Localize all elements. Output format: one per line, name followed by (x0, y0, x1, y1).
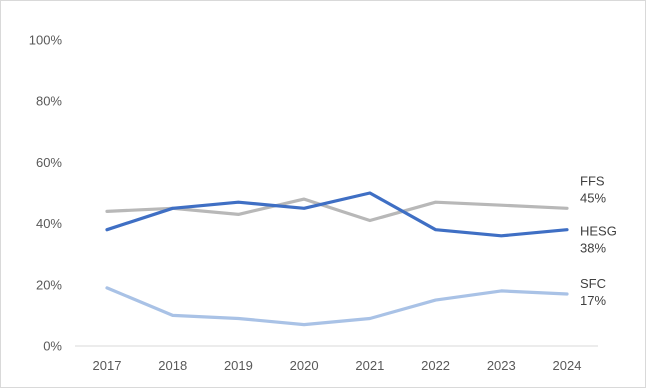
series-name-label-hesg: HESG (580, 224, 617, 239)
x-tick-label: 2024 (553, 358, 582, 373)
y-tick-label: 20% (36, 277, 62, 292)
x-tick-label: 2017 (93, 358, 122, 373)
chart-series (105, 191, 569, 327)
y-tick-label: 40% (36, 216, 62, 231)
x-tick-label: 2021 (355, 358, 384, 373)
y-tick-label: 60% (36, 155, 62, 170)
y-tick-label: 80% (36, 94, 62, 109)
series-line-sfc (105, 286, 569, 327)
series-line-ffs (105, 197, 569, 223)
x-tick-label: 2020 (290, 358, 319, 373)
series-end-labels: FFS 45% HESG 38% SFC 17% (580, 173, 617, 308)
x-tick-label: 2019 (224, 358, 253, 373)
x-tick-label: 2023 (487, 358, 516, 373)
series-name-label-sfc: SFC (580, 276, 606, 291)
series-value-label-sfc: 17% (580, 293, 606, 308)
series-name-label-ffs: FFS (580, 173, 605, 188)
series-value-label-ffs: 45% (580, 190, 606, 205)
chart-axes: 0% 20% 40% 60% 80% 100% 2017 2018 2019 2020 2021 20… (29, 33, 598, 373)
series-line-hesg (105, 191, 569, 238)
x-tick-label: 2022 (421, 358, 450, 373)
series-value-label-hesg: 38% (580, 241, 606, 256)
y-tick-label: 100% (29, 33, 63, 48)
y-tick-label: 0% (43, 339, 62, 354)
x-tick-label: 2018 (158, 358, 187, 373)
